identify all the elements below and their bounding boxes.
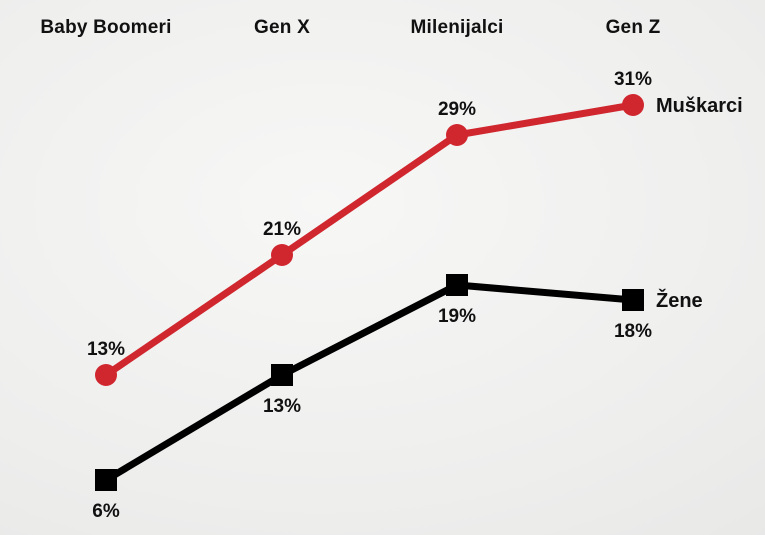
muskarci-value-label-gen-z: 31% bbox=[614, 69, 652, 90]
zene-value-label-gen-z: 18% bbox=[614, 321, 652, 342]
muskarci-point-milenijalci bbox=[446, 124, 468, 146]
zene-point-gen-x bbox=[271, 364, 293, 386]
muskarci-line bbox=[104, 101, 634, 378]
muskarci-point-gen-x bbox=[271, 244, 293, 266]
muskarci-value-label-milenijalci: 29% bbox=[438, 99, 476, 120]
series-label-zene: Žene bbox=[656, 288, 703, 312]
zene-value-label-gen-x: 13% bbox=[263, 396, 301, 417]
series-label-muskarci: Muškarci bbox=[656, 95, 743, 117]
zene-point-milenijalci bbox=[446, 274, 468, 296]
category-label-baby-boomeri: Baby Boomeri bbox=[40, 17, 172, 38]
category-label-gen-x: Gen X bbox=[254, 17, 310, 38]
muskarci-point-gen-z bbox=[622, 94, 644, 116]
muskarci-value-label-gen-x: 21% bbox=[263, 219, 301, 240]
muskarci-value-label-baby-boomeri: 13% bbox=[87, 339, 125, 360]
muskarci-point-baby-boomeri bbox=[95, 364, 117, 386]
zene-value-label-milenijalci: 19% bbox=[438, 306, 476, 327]
category-label-gen-z: Gen Z bbox=[605, 17, 661, 38]
zene-value-label-baby-boomeri: 6% bbox=[92, 501, 120, 522]
category-label-milenijalci: Milenijalci bbox=[410, 17, 504, 38]
zene-point-gen-z bbox=[622, 289, 644, 311]
zene-point-baby-boomeri bbox=[95, 469, 117, 491]
zene-line bbox=[104, 281, 634, 484]
